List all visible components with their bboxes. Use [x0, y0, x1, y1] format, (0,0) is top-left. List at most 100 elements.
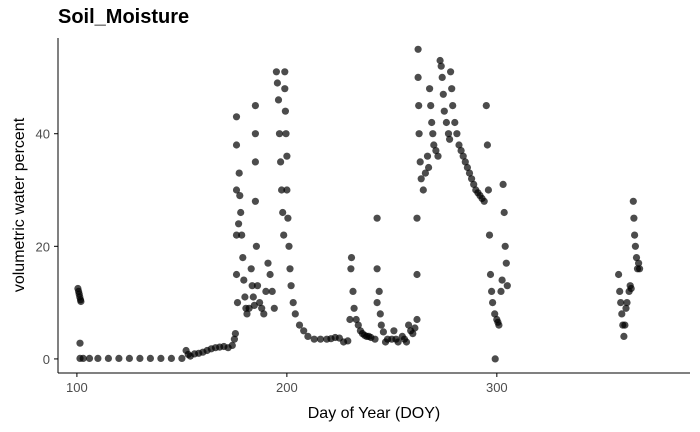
data-point	[178, 354, 186, 362]
data-point	[287, 282, 295, 290]
data-point	[352, 315, 360, 324]
data-point	[237, 208, 245, 217]
data-point	[232, 186, 241, 194]
data-point	[228, 341, 236, 349]
data-point	[498, 276, 506, 284]
data-point	[115, 354, 123, 362]
data-point	[125, 354, 133, 362]
data-point	[379, 328, 387, 336]
data-point	[615, 270, 623, 279]
data-point	[77, 297, 85, 306]
x-tick-label: 200	[276, 380, 298, 395]
x-tick-label: 100	[66, 380, 88, 395]
data-point	[430, 141, 438, 149]
data-point	[623, 299, 631, 307]
data-point	[428, 118, 436, 127]
data-point	[503, 282, 511, 290]
data-point	[622, 304, 630, 312]
data-point	[347, 265, 355, 273]
data-point	[274, 96, 283, 104]
data-point	[282, 130, 290, 138]
data-point	[278, 186, 286, 194]
data-point	[291, 310, 299, 318]
data-point	[231, 330, 239, 338]
data-point	[489, 299, 497, 307]
data-point	[414, 45, 422, 53]
data-point	[289, 299, 297, 307]
data-point	[440, 107, 448, 115]
data-point	[423, 152, 432, 160]
data-point	[251, 102, 259, 110]
data-point	[632, 254, 641, 262]
data-point	[413, 315, 421, 324]
data-point	[436, 56, 444, 65]
data-point	[373, 299, 381, 307]
data-point	[249, 293, 257, 301]
data-point	[94, 354, 102, 362]
y-tick-label: 20	[36, 239, 50, 254]
data-point	[413, 270, 421, 279]
data-point	[253, 282, 262, 290]
data-point	[444, 130, 453, 138]
data-point	[631, 231, 639, 239]
data-point	[377, 321, 385, 329]
data-point	[416, 158, 424, 166]
data-point	[251, 197, 259, 205]
data-point	[167, 354, 175, 362]
data-point	[621, 321, 629, 329]
data-point	[266, 270, 274, 279]
data-point	[453, 130, 461, 138]
data-point	[252, 242, 260, 250]
data-point	[157, 354, 165, 362]
data-point	[417, 175, 425, 183]
data-point	[482, 102, 490, 110]
data-point	[354, 321, 362, 329]
data-point	[250, 301, 258, 309]
data-point	[232, 113, 241, 121]
data-point	[463, 163, 471, 172]
data-point	[136, 354, 144, 362]
data-point	[304, 332, 312, 340]
data-point	[448, 85, 456, 93]
data-point	[627, 284, 635, 293]
data-point	[344, 337, 352, 345]
data-point	[285, 242, 293, 250]
data-point	[468, 175, 476, 183]
data-point	[248, 282, 256, 290]
data-point	[470, 180, 478, 188]
data-point	[346, 315, 354, 324]
data-point	[310, 335, 318, 343]
y-ticks: 0 20 40	[36, 127, 58, 367]
data-point	[629, 197, 637, 205]
data-point	[620, 332, 628, 340]
data-point	[411, 324, 419, 332]
data-point	[373, 214, 381, 222]
data-point	[434, 152, 442, 160]
data-point	[457, 147, 465, 155]
data-point	[459, 152, 467, 160]
x-ticks: 100 200 300	[66, 373, 508, 395]
data-point	[429, 130, 437, 138]
data-point	[461, 158, 469, 166]
data-point	[373, 265, 381, 273]
data-point	[256, 299, 264, 307]
data-point	[415, 130, 423, 138]
data-point	[405, 321, 413, 329]
data-point	[631, 242, 640, 250]
data-point	[295, 321, 304, 329]
data-point	[260, 310, 268, 318]
data-point	[491, 310, 499, 318]
data-point	[281, 107, 289, 115]
data-point	[239, 254, 247, 262]
data-point	[281, 85, 289, 93]
data-point	[376, 310, 384, 318]
data-point	[79, 354, 87, 362]
data-point	[442, 118, 450, 127]
data-point	[286, 265, 294, 273]
data-point	[300, 327, 308, 335]
data-point	[495, 321, 503, 329]
data-point	[236, 192, 244, 200]
data-point	[502, 259, 510, 267]
data-point	[232, 141, 241, 149]
